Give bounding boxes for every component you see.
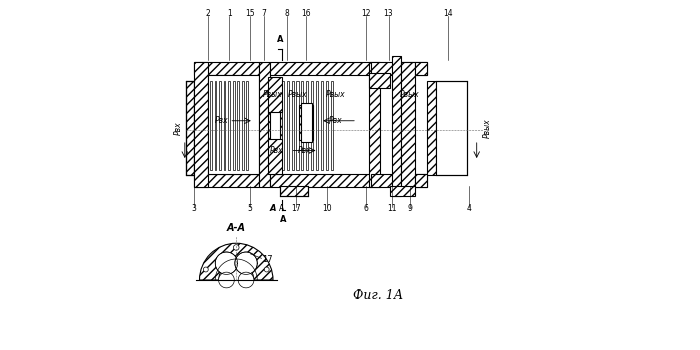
Bar [214,80,216,170]
Bar [186,80,195,175]
Bar [297,80,298,170]
Text: Рвх: Рвх [329,116,343,125]
Bar [186,80,195,175]
Bar [287,80,288,170]
Text: Рвх: Рвх [298,146,312,155]
Text: 16: 16 [302,9,311,19]
Bar [414,174,427,187]
Bar [232,80,234,170]
Text: 12: 12 [361,9,370,19]
Text: 1: 1 [227,9,232,19]
Bar [427,80,435,175]
Bar [370,62,379,187]
Text: 9: 9 [407,204,412,213]
Text: Фиг. 1А: Фиг. 1А [353,289,403,302]
Bar [321,80,323,170]
Bar [316,80,319,170]
Text: А-А: А-А [227,223,246,233]
Bar [242,80,244,170]
Bar [435,80,468,175]
Bar [391,186,414,196]
Bar [414,62,427,75]
Bar [195,174,259,187]
Bar [267,105,281,140]
Polygon shape [216,252,238,274]
Text: 4: 4 [467,204,471,213]
Text: Рвых: Рвых [483,118,492,138]
Bar [371,174,427,187]
Bar [219,80,221,170]
Bar [224,80,225,170]
Bar [400,62,414,187]
Bar [307,80,309,170]
Bar [195,62,259,75]
Bar [311,80,314,170]
Text: Рвых: Рвых [288,90,307,99]
Bar [237,80,239,170]
Bar [270,174,371,187]
Bar [371,62,427,75]
Bar [302,80,304,170]
Bar [209,75,259,174]
Text: Рвых: Рвых [400,90,419,99]
Text: A: A [279,204,284,213]
Bar [301,103,312,142]
Text: А: А [270,204,276,213]
Circle shape [233,245,239,250]
Text: 3: 3 [192,204,197,213]
Text: 13: 13 [384,9,393,19]
Text: 2: 2 [206,9,211,19]
Text: Рвых: Рвых [263,90,283,99]
Text: 17: 17 [291,204,300,213]
Bar [280,186,308,196]
Bar [270,62,371,75]
Bar [259,62,270,187]
Bar [370,74,391,88]
Text: А: А [279,215,286,224]
Bar [326,80,328,170]
Bar [281,80,284,170]
Circle shape [265,267,269,272]
Wedge shape [199,243,273,280]
Bar [300,105,314,140]
Bar [292,80,294,170]
Circle shape [204,267,209,272]
Text: 11: 11 [387,204,397,213]
Text: Рвх: Рвх [174,121,183,134]
Bar [210,80,211,170]
Bar [267,139,281,174]
Text: 7: 7 [262,9,267,19]
Text: 15: 15 [246,9,255,19]
Text: 6: 6 [363,204,368,213]
Bar [270,103,280,142]
Bar [267,77,281,112]
Polygon shape [218,272,235,288]
Text: Рвых: Рвых [326,90,346,99]
Bar [246,80,248,170]
Text: 14: 14 [443,9,453,19]
Text: 8: 8 [285,9,289,19]
Text: А: А [276,35,284,44]
Text: 10: 10 [323,204,332,213]
Polygon shape [238,272,254,288]
Polygon shape [235,252,258,274]
Text: 17: 17 [262,254,273,264]
Bar [330,80,333,170]
Bar [195,62,209,187]
Bar [228,80,230,170]
Bar [392,56,400,196]
Text: 5: 5 [248,204,253,213]
Text: Рвх: Рвх [270,146,284,155]
Text: Рвх: Рвх [216,116,229,125]
